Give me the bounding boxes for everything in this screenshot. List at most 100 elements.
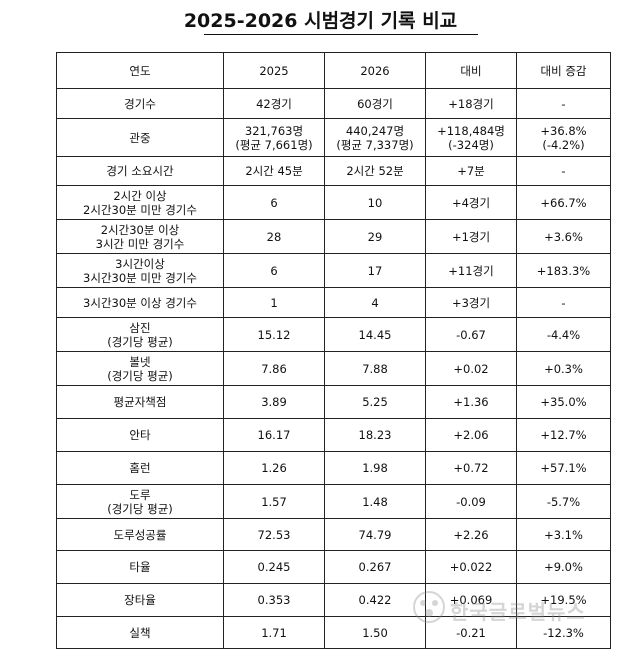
value-2025-line: 16.17 [257,428,291,442]
row-label-line: 평균자책점 [113,395,167,409]
table-row: 2시간 이상 2시간30분 미만 경기수 6 10 +4경기 +66.7% [56,185,611,220]
value-pct-change: -12.3% [516,616,611,649]
row-label-line: 볼넷 [129,354,151,369]
value-pct-change: +3.1% [516,518,611,551]
row-label: 장타율 [56,583,224,617]
value-2026: 74.79 [324,518,426,551]
row-label-line: 도루 [129,487,151,502]
value-2026: 10 [324,185,426,220]
value-diff: +2.06 [425,418,517,452]
value-pct-change: +66.7% [516,185,611,220]
table-row: 볼넷 (경기당 평균) 7.86 7.88 +0.02 +0.3% [56,351,611,386]
row-label-line: 2시간30분 미만 경기수 [83,202,197,217]
value-pct-change-line: +66.7% [540,195,587,210]
value-pct-change-line: +0.3% [544,361,583,376]
row-label-line: 3시간이상 [115,256,165,271]
value-pct-change: +19.5% [516,583,611,617]
value-2026: 0.267 [324,550,426,584]
value-diff-line: +4경기 [451,195,491,210]
value-diff: +7분 [425,156,517,186]
row-label-line: 3시간30분 미만 경기수 [83,270,197,285]
value-2025-line: 0.353 [257,593,291,607]
value-2026-line: 0.267 [358,560,392,574]
value-2026-line: 1.98 [362,461,388,475]
row-label-line: 타율 [129,560,151,574]
row-label-line: 경기 소요시간 [106,164,174,178]
value-pct-change-line: +19.5% [540,593,587,607]
value-diff-line: (-324명) [448,137,494,152]
table-row: 관중 321,763명 (평균 7,661명) 440,247명 (평균 7,337명)… [56,118,611,157]
row-label-line: 2시간 이상 [113,188,167,203]
value-diff-line: +2.26 [453,527,489,542]
value-2025-line: 0.245 [257,560,291,574]
value-2026: 1.98 [324,451,426,485]
value-2026-line: 60경기 [357,96,393,111]
comparison-table: 연도 2025 2026 대비 대비 증감 경기수 42경기 60경기 +18경기 - 관… [56,52,611,649]
value-pct-change-line: +9.0% [544,560,583,574]
value-2025: 1 [223,287,325,318]
value-2025: 28 [223,219,325,254]
value-2025: 1.71 [223,616,325,649]
value-pct-change: +36.8% (-4.2%) [516,118,611,157]
row-label-line: 도루성공률 [113,527,167,542]
value-pct-change: +0.3% [516,351,611,386]
value-2025-line: 1 [270,295,278,310]
row-label-line: (경기당 평균) [107,334,173,349]
value-2025-line: 1.26 [261,461,287,475]
value-2026-line: 7.88 [362,361,388,376]
row-label-line: 2시간30분 이상 [100,222,180,237]
row-label: 안타 [56,418,224,452]
row-label: 경기 소요시간 [56,156,224,186]
row-label: 2시간 이상 2시간30분 미만 경기수 [56,185,224,220]
value-2026-line: 10 [367,195,383,210]
value-pct-change: +183.3% [516,253,611,288]
header-pct-change: 대비 증감 [516,52,611,89]
value-pct-change: -4.4% [516,317,611,352]
value-2026-line: 5.25 [362,395,388,409]
value-2025: 0.353 [223,583,325,617]
value-2026: 60경기 [324,88,426,119]
value-pct-change-line: +36.8% [540,123,587,138]
value-2025-line: (평균 7,661명) [235,137,313,152]
table-row: 3시간30분 이상 경기수 1 4 +3경기 - [56,287,611,318]
value-pct-change-line: - [561,295,566,310]
value-pct-change-line: - [561,164,566,178]
value-pct-change-line: +183.3% [536,263,591,278]
row-label: 3시간30분 이상 경기수 [56,287,224,318]
value-2025: 321,763명 (평균 7,661명) [223,118,325,157]
value-2025-line: 72.53 [257,527,291,542]
value-pct-change: - [516,156,611,186]
document-title: 2025-2026 시범경기 기록 비교 [183,10,458,32]
table-row: 장타율 0.353 0.422 +0.069 +19.5% [56,583,611,617]
row-label-line: 삼진 [129,320,151,335]
table-row: 경기수 42경기 60경기 +18경기 - [56,88,611,119]
row-label: 3시간이상 3시간30분 미만 경기수 [56,253,224,288]
value-2025: 7.86 [223,351,325,386]
value-2026: 29 [324,219,426,254]
value-pct-change: +3.6% [516,219,611,254]
value-2026-line: 0.422 [358,593,392,607]
value-pct-change-line: - [561,96,566,111]
row-label-line: 홈런 [129,461,151,475]
row-label: 경기수 [56,88,224,119]
value-2026: 4 [324,287,426,318]
value-diff-line: +0.022 [449,560,493,574]
table-row: 홈런 1.26 1.98 +0.72 +57.1% [56,451,611,485]
row-label-line: (경기당 평균) [107,368,173,383]
value-2025: 0.245 [223,550,325,584]
value-diff-line: +0.72 [453,461,489,475]
value-2026: 14.45 [324,317,426,352]
value-diff: +4경기 [425,185,517,220]
value-diff-line: +11경기 [448,263,494,278]
row-label: 도루성공률 [56,518,224,551]
row-label-line: 실책 [129,625,151,640]
value-pct-change: - [516,287,611,318]
value-diff: -0.21 [425,616,517,649]
value-pct-change: -5.7% [516,484,611,519]
value-2025-line: 42경기 [256,96,292,111]
value-diff-line: +3경기 [451,295,491,310]
value-2026: 1.50 [324,616,426,649]
value-2025-line: 28 [266,229,282,244]
row-label-line: 장타율 [124,593,156,607]
value-2025-line: 321,763명 [244,123,304,138]
